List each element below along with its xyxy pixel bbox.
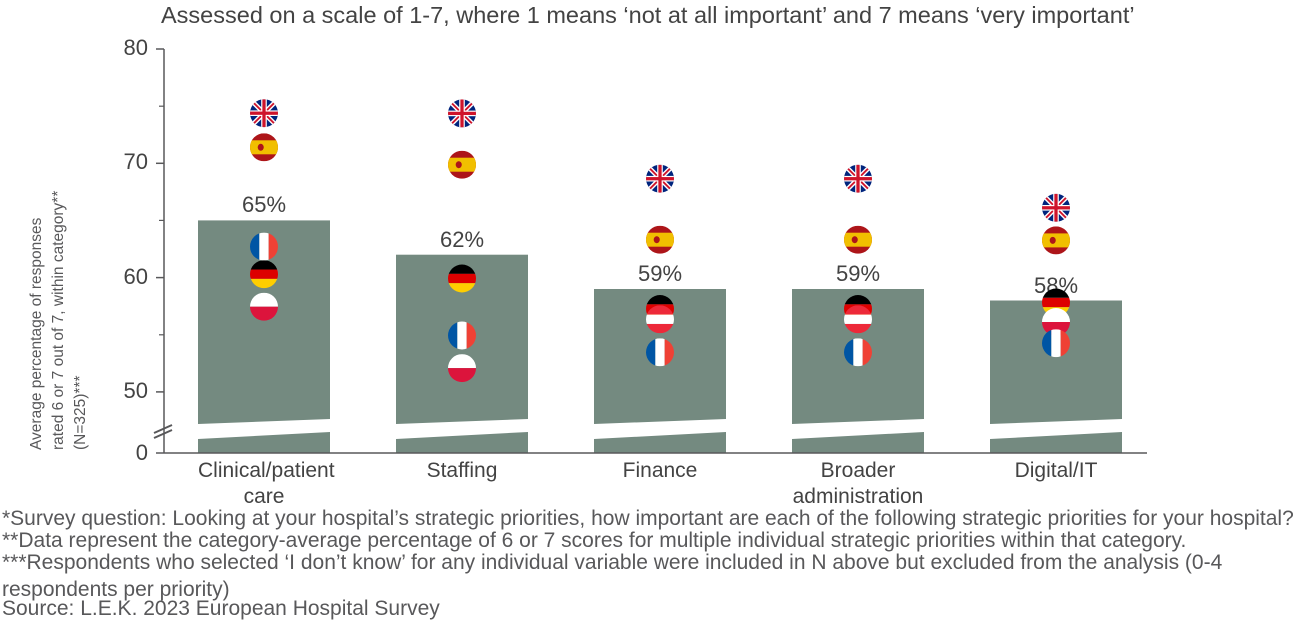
svg-text:60: 60 bbox=[124, 264, 148, 289]
svg-text:0: 0 bbox=[136, 440, 148, 465]
svg-text:70: 70 bbox=[124, 149, 148, 174]
svg-text:80: 80 bbox=[124, 35, 148, 60]
svg-text:50: 50 bbox=[124, 378, 148, 403]
